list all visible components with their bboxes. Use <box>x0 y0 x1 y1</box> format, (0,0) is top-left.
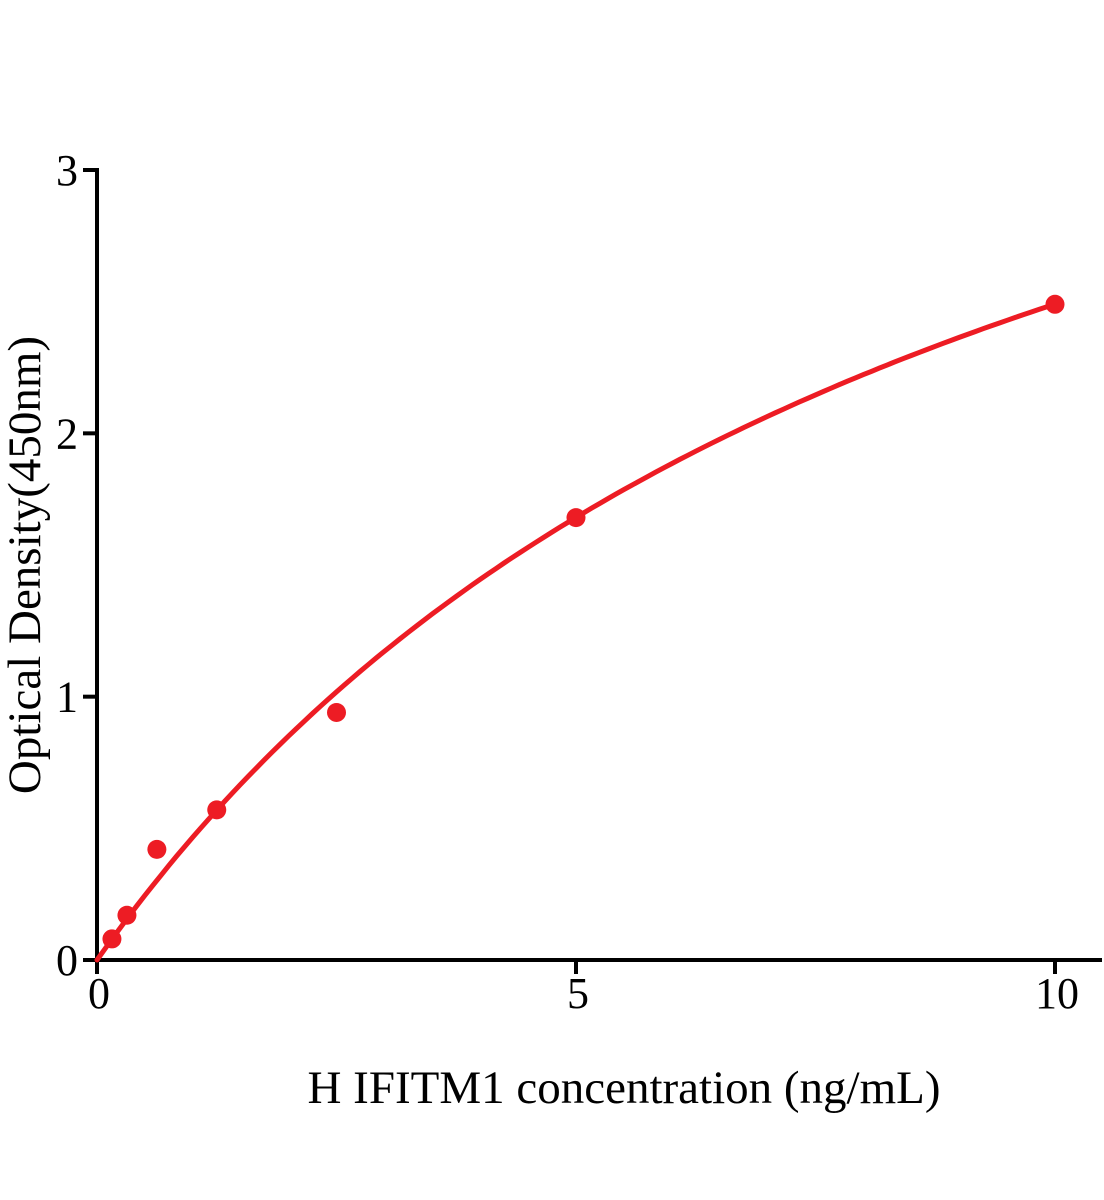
y-tick-label: 0 <box>56 936 78 985</box>
fit-curve <box>94 301 1058 963</box>
data-point <box>327 702 346 722</box>
y-tick-label: 1 <box>56 673 78 722</box>
y-tick-label: 2 <box>56 409 78 458</box>
data-point <box>207 800 227 820</box>
data-point <box>566 508 586 528</box>
y-axis-title: Optical Density(450nm) <box>0 336 51 794</box>
x-tick-label: 0 <box>88 969 110 1018</box>
y-tick-label: 3 <box>56 146 78 195</box>
data-point <box>102 929 122 949</box>
x-axis-title: H IFITM1 concentration (ng/mL) <box>307 1062 940 1114</box>
data-point <box>1045 294 1065 314</box>
data-point <box>117 905 137 925</box>
x-tick-label: 5 <box>567 969 589 1018</box>
x-tick-label: 10 <box>1035 969 1079 1018</box>
data-point <box>147 839 167 859</box>
plot-elements: 0 5 10 0 1 2 3 <box>56 146 1102 1018</box>
